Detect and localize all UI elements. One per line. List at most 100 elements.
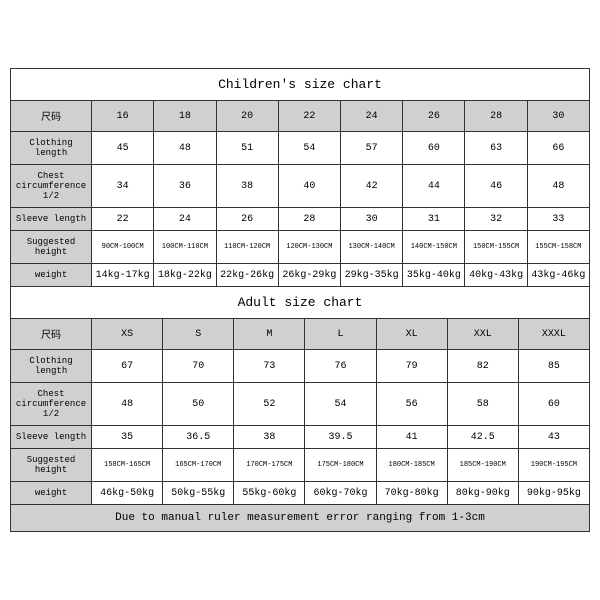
table-row: Clothing length 67 70 73 76 79 82 85	[11, 350, 590, 383]
cell: 28	[278, 208, 340, 231]
adult-col-l: L	[305, 319, 376, 350]
row-label-clothing-length: Clothing length	[11, 350, 92, 383]
cell: 170CM-175CM	[234, 449, 305, 482]
cell: 82	[447, 350, 518, 383]
cell: 36.5	[163, 426, 234, 449]
cell: 130CM-140CM	[340, 231, 402, 264]
cell: 42.5	[447, 426, 518, 449]
cell: 158CM-165CM	[92, 449, 163, 482]
cell: 63	[465, 132, 527, 165]
cell: 100CM-110CM	[154, 231, 216, 264]
cell: 43kg-46kg	[527, 264, 589, 287]
measurement-note-row: Due to manual ruler measurement error ra…	[11, 505, 590, 532]
row-label-weight: weight	[11, 264, 92, 287]
cell: 70kg-80kg	[376, 482, 447, 505]
cell: 26	[216, 208, 278, 231]
children-col-18: 18	[154, 101, 216, 132]
cell: 31	[403, 208, 465, 231]
cell: 52	[234, 383, 305, 426]
children-col-24: 24	[340, 101, 402, 132]
row-label-height: Suggested height	[11, 449, 92, 482]
cell: 185CM-190CM	[447, 449, 518, 482]
cell: 85	[518, 350, 589, 383]
cell: 40	[278, 165, 340, 208]
table-row: weight 14kg-17kg 18kg-22kg 22kg-26kg 26k…	[11, 264, 590, 287]
cell: 50	[163, 383, 234, 426]
cell: 58	[447, 383, 518, 426]
cell: 46kg-50kg	[92, 482, 163, 505]
cell: 60kg-70kg	[305, 482, 376, 505]
cell: 56	[376, 383, 447, 426]
table-row: weight 46kg-50kg 50kg-55kg 55kg-60kg 60k…	[11, 482, 590, 505]
table-row: Suggested height 158CM-165CM 165CM-170CM…	[11, 449, 590, 482]
cell: 18kg-22kg	[154, 264, 216, 287]
cell: 41	[376, 426, 447, 449]
children-col-30: 30	[527, 101, 589, 132]
adult-col-xxxl: XXXL	[518, 319, 589, 350]
children-col-label: 尺码	[11, 101, 92, 132]
cell: 90CM-100CM	[92, 231, 154, 264]
children-header-row: 尺码 16 18 20 22 24 26 28 30	[11, 101, 590, 132]
cell: 24	[154, 208, 216, 231]
children-title: Children's size chart	[11, 69, 590, 101]
cell: 73	[234, 350, 305, 383]
children-size-table: Children's size chart 尺码 16 18 20 22 24 …	[10, 68, 590, 287]
cell: 40kg-43kg	[465, 264, 527, 287]
cell: 140CM-150CM	[403, 231, 465, 264]
children-col-28: 28	[465, 101, 527, 132]
cell: 29kg-35kg	[340, 264, 402, 287]
table-row: Clothing length 45 48 51 54 57 60 63 66	[11, 132, 590, 165]
adult-col-s: S	[163, 319, 234, 350]
cell: 26kg-29kg	[278, 264, 340, 287]
cell: 110CM-120CM	[216, 231, 278, 264]
adult-col-xs: XS	[92, 319, 163, 350]
row-label-chest: Chest circumference 1/2	[11, 165, 92, 208]
table-row: Chest circumference 1/2 34 36 38 40 42 4…	[11, 165, 590, 208]
cell: 34	[92, 165, 154, 208]
cell: 90kg-95kg	[518, 482, 589, 505]
row-label-chest: Chest circumference 1/2	[11, 383, 92, 426]
cell: 175CM-180CM	[305, 449, 376, 482]
cell: 48	[154, 132, 216, 165]
table-row: Suggested height 90CM-100CM 100CM-110CM …	[11, 231, 590, 264]
cell: 32	[465, 208, 527, 231]
cell: 33	[527, 208, 589, 231]
children-col-16: 16	[92, 101, 154, 132]
cell: 22kg-26kg	[216, 264, 278, 287]
adult-col-xl: XL	[376, 319, 447, 350]
cell: 120CM-130CM	[278, 231, 340, 264]
table-row: Sleeve length 35 36.5 38 39.5 41 42.5 43	[11, 426, 590, 449]
children-col-20: 20	[216, 101, 278, 132]
cell: 55kg-60kg	[234, 482, 305, 505]
cell: 60	[518, 383, 589, 426]
cell: 36	[154, 165, 216, 208]
cell: 67	[92, 350, 163, 383]
cell: 54	[305, 383, 376, 426]
children-col-26: 26	[403, 101, 465, 132]
adult-header-row: 尺码 XS S M L XL XXL XXXL	[11, 319, 590, 350]
cell: 48	[92, 383, 163, 426]
cell: 150CM-155CM	[465, 231, 527, 264]
cell: 45	[92, 132, 154, 165]
cell: 60	[403, 132, 465, 165]
children-col-22: 22	[278, 101, 340, 132]
cell: 180CM-185CM	[376, 449, 447, 482]
adult-title-row: Adult size chart	[11, 287, 590, 319]
measurement-note: Due to manual ruler measurement error ra…	[11, 505, 590, 532]
cell: 57	[340, 132, 402, 165]
row-label-sleeve: Sleeve length	[11, 208, 92, 231]
cell: 190CM-195CM	[518, 449, 589, 482]
cell: 79	[376, 350, 447, 383]
adult-col-label: 尺码	[11, 319, 92, 350]
cell: 35	[92, 426, 163, 449]
cell: 76	[305, 350, 376, 383]
adult-col-m: M	[234, 319, 305, 350]
cell: 38	[216, 165, 278, 208]
table-row: Chest circumference 1/2 48 50 52 54 56 5…	[11, 383, 590, 426]
size-charts-container: Children's size chart 尺码 16 18 20 22 24 …	[10, 68, 590, 532]
cell: 50kg-55kg	[163, 482, 234, 505]
cell: 51	[216, 132, 278, 165]
cell: 155CM-158CM	[527, 231, 589, 264]
row-label-weight: weight	[11, 482, 92, 505]
cell: 14kg-17kg	[92, 264, 154, 287]
